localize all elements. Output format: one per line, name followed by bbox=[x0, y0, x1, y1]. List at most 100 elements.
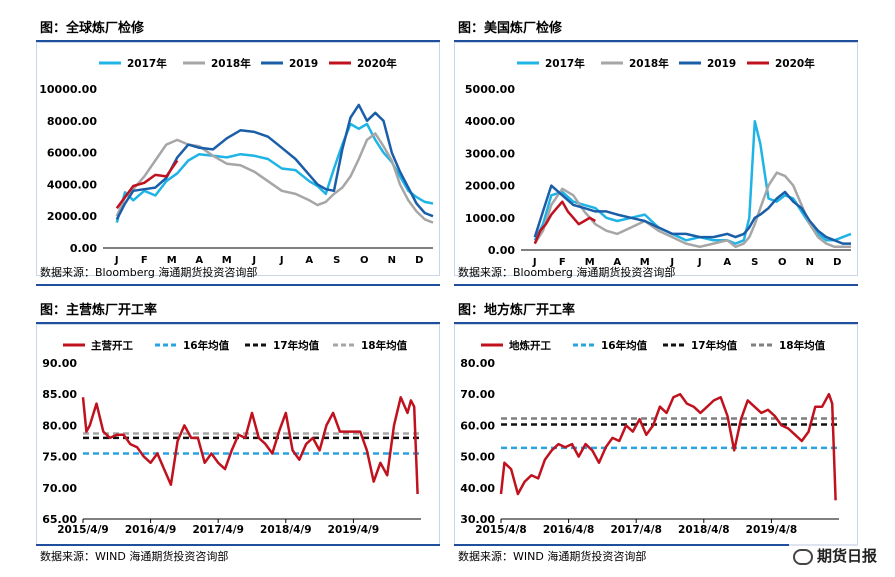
legend-label: 2018年 bbox=[629, 57, 669, 70]
series-line-2019 bbox=[115, 103, 434, 220]
y-tick-label: 10000.00 bbox=[39, 83, 97, 96]
y-tick-label: 60.00 bbox=[460, 419, 495, 432]
watermark: 期货日报 bbox=[788, 544, 881, 567]
x-tick-label: O bbox=[360, 255, 369, 266]
panel-title: 图：全球炼厂检修 bbox=[36, 18, 440, 42]
x-tick-label: F bbox=[559, 257, 566, 268]
data-source: 数据来源：WIND 海通期货投资咨询部 bbox=[458, 550, 647, 563]
x-tick-label: D bbox=[833, 257, 841, 268]
y-tick-label: 85.00 bbox=[42, 388, 77, 401]
panel-us-refinery-maintenance: 图：美国炼厂检修 0.00 1000.00 2000.00 3000.00 4000.0… bbox=[454, 18, 858, 290]
y-tick-label: 4000.00 bbox=[47, 178, 97, 191]
y-tick-label: 6000.00 bbox=[47, 147, 97, 160]
y-tick-label: 70.00 bbox=[460, 388, 495, 401]
x-tick-label: M bbox=[585, 257, 595, 268]
x-tick-label: J bbox=[532, 257, 537, 268]
x-tick-label: 2018/4/8 bbox=[678, 524, 730, 536]
series-line-地炼开工 bbox=[499, 392, 837, 501]
x-tick-label: N bbox=[806, 257, 814, 268]
y-tick-label: 90.00 bbox=[42, 357, 77, 370]
x-tick-label: 2016/4/9 bbox=[125, 524, 177, 536]
data-source: 数据来源：WIND 海通期货投资咨询部 bbox=[40, 550, 229, 563]
data-source: 数据来源：Bloomberg 海通期货投资咨询部 bbox=[40, 266, 258, 279]
y-tick-label: 2000.00 bbox=[465, 180, 515, 193]
x-tick-label: 2018/4/9 bbox=[260, 524, 312, 536]
y-tick-label: 80.00 bbox=[42, 419, 77, 432]
x-tick-label: F bbox=[141, 255, 148, 266]
legend-label: 16年均值 bbox=[601, 339, 648, 352]
legend-label: 2019 bbox=[289, 58, 318, 70]
legend-label: 2020年 bbox=[357, 57, 397, 70]
x-tick-label: D bbox=[415, 255, 423, 266]
y-tick-label: 30.00 bbox=[460, 513, 495, 526]
x-tick-label: 2019/4/8 bbox=[746, 524, 798, 536]
x-tick-label: 2019/4/9 bbox=[328, 524, 380, 536]
panel-local-refinery-utilization: 图：地方炼厂开工率 30.00 40.00 50.00 60.00 70.00 80.00… bbox=[454, 300, 858, 568]
x-tick-label: 2017/4/9 bbox=[192, 524, 244, 536]
x-tick-label: M bbox=[222, 255, 232, 266]
x-tick-label: M bbox=[640, 257, 650, 268]
y-tick-label: 1000.00 bbox=[465, 212, 515, 225]
series-line-2017年 bbox=[115, 122, 434, 223]
chart-major-refinery-utilization: 65.00 70.00 75.00 80.00 85.00 90.00 2015/4/9 20… bbox=[42, 339, 421, 536]
legend-label: 2017年 bbox=[545, 57, 585, 70]
y-tick-label: 50.00 bbox=[460, 451, 495, 464]
x-tick-label: S bbox=[751, 257, 758, 268]
legend-label: 18年均值 bbox=[779, 339, 826, 352]
series-line-2017年 bbox=[533, 119, 852, 245]
y-tick-label: 80.00 bbox=[460, 357, 495, 370]
y-tick-label: 40.00 bbox=[460, 482, 495, 495]
y-tick-label: 2000.00 bbox=[47, 210, 97, 223]
x-tick-label: N bbox=[388, 255, 396, 266]
legend-label: 地炼开工 bbox=[509, 339, 551, 352]
x-tick-label: J bbox=[251, 255, 256, 266]
legend-label: 17年均值 bbox=[691, 339, 738, 352]
x-tick-label: A bbox=[195, 255, 203, 266]
y-tick-label: 3000.00 bbox=[465, 147, 515, 160]
x-tick-label: 2015/4/9 bbox=[57, 524, 109, 536]
series-line-主营开工 bbox=[81, 396, 419, 495]
series-line-2020年 bbox=[533, 200, 596, 245]
y-tick-label: 0.00 bbox=[70, 242, 97, 255]
x-tick-label: M bbox=[167, 255, 177, 266]
panel-global-refinery-maintenance: 图：全球炼厂检修 0.00 2000.00 4000.00 6000.00 8000.0… bbox=[36, 18, 440, 290]
x-tick-label: J bbox=[279, 255, 284, 266]
panel-title: 图：主营炼厂开工率 bbox=[36, 300, 440, 324]
chart-global-refinery-maintenance: 0.00 2000.00 4000.00 6000.00 8000.00 10000.00… bbox=[39, 57, 434, 266]
x-tick-label: A bbox=[305, 255, 313, 266]
y-tick-label: 70.00 bbox=[42, 482, 77, 495]
data-source: 数据来源：Bloomberg 海通期货投资咨询部 bbox=[458, 266, 676, 279]
panel-title: 图：美国炼厂检修 bbox=[454, 18, 858, 42]
legend-label: 2020年 bbox=[775, 57, 815, 70]
y-tick-label: 65.00 bbox=[42, 513, 77, 526]
legend-label: 16年均值 bbox=[183, 339, 230, 352]
x-tick-label: 2016/4/8 bbox=[543, 524, 595, 536]
x-tick-label: J bbox=[697, 257, 702, 268]
panel-major-refinery-utilization: 图：主营炼厂开工率 65.00 70.00 75.00 80.00 85.00 90.00… bbox=[36, 300, 440, 568]
x-tick-label: J bbox=[669, 257, 674, 268]
x-tick-label: O bbox=[778, 257, 787, 268]
y-tick-label: 4000.00 bbox=[465, 115, 515, 128]
y-tick-label: 5000.00 bbox=[465, 83, 515, 96]
x-tick-label: J bbox=[114, 255, 119, 266]
legend-label: 2018年 bbox=[211, 57, 251, 70]
y-tick-label: 8000.00 bbox=[47, 115, 97, 128]
chart-local-refinery-utilization: 30.00 40.00 50.00 60.00 70.00 80.00 2015/4/8 20… bbox=[460, 339, 839, 536]
series-line-2018年 bbox=[115, 132, 434, 224]
x-tick-label: A bbox=[723, 257, 731, 268]
legend-label: 主营开工 bbox=[91, 339, 133, 352]
x-tick-label: S bbox=[333, 255, 340, 266]
legend-label: 2019 bbox=[707, 58, 736, 70]
x-tick-label: 2017/4/8 bbox=[610, 524, 662, 536]
legend-label: 2017年 bbox=[127, 57, 167, 70]
legend-label: 18年均值 bbox=[361, 339, 408, 352]
x-tick-label: 2015/4/8 bbox=[475, 524, 527, 536]
series-line-2019 bbox=[533, 184, 851, 245]
y-tick-label: 75.00 bbox=[42, 451, 77, 464]
wechat-icon bbox=[792, 548, 813, 565]
panel-title: 图：地方炼厂开工率 bbox=[454, 300, 858, 324]
series-line-2020年 bbox=[115, 159, 179, 210]
x-tick-label: A bbox=[613, 257, 621, 268]
chart-us-refinery-maintenance: 0.00 1000.00 2000.00 3000.00 4000.00 5000.00 J… bbox=[465, 57, 852, 268]
legend-label: 17年均值 bbox=[273, 339, 320, 352]
